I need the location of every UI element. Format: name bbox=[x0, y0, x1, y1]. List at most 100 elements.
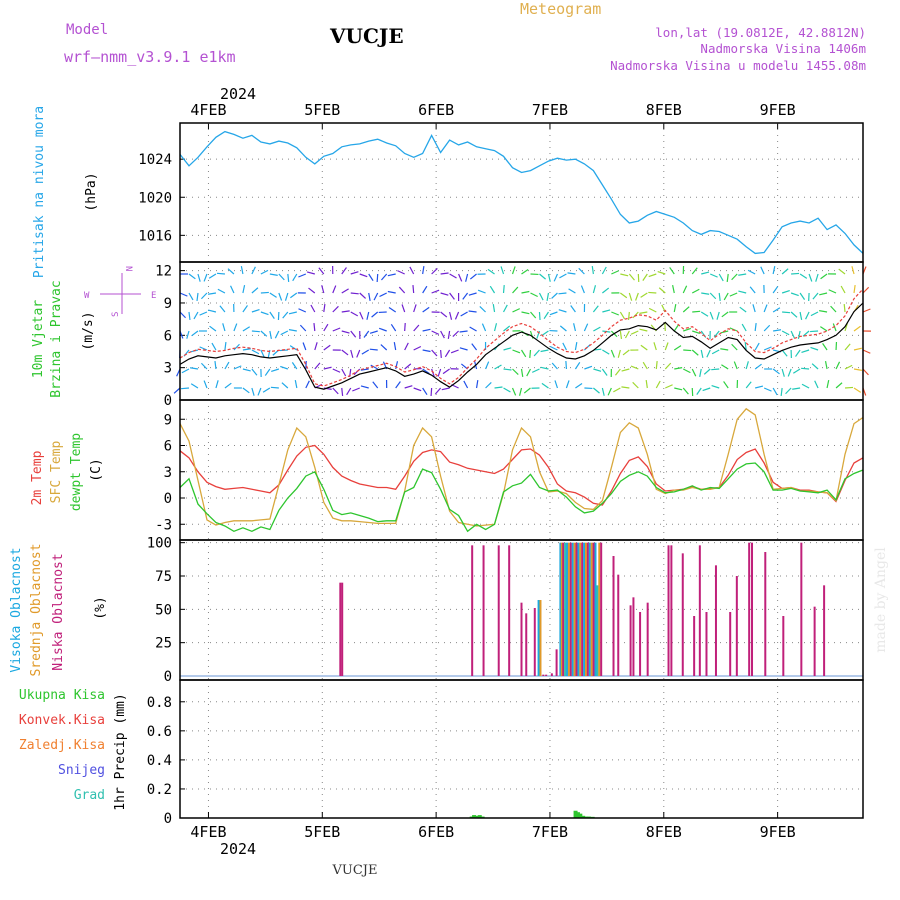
wind-barb bbox=[260, 291, 269, 294]
credit-watermark: made by Angel bbox=[873, 547, 889, 653]
wind-barb bbox=[430, 387, 433, 397]
wind-barb bbox=[691, 288, 700, 294]
wind-barb bbox=[191, 330, 199, 337]
wind-barb bbox=[862, 349, 871, 354]
cloud-panel: 0 25 50 75 100 bbox=[147, 536, 864, 685]
wind-barb bbox=[271, 368, 280, 373]
precip-total-label: Ukupna Kisa bbox=[19, 688, 105, 703]
wind-barb bbox=[281, 382, 289, 389]
wind-barb bbox=[454, 311, 460, 320]
wind-barb bbox=[350, 330, 357, 338]
wind-barb bbox=[773, 329, 782, 332]
bottom-year-label: 2024 bbox=[220, 840, 256, 858]
bar bbox=[578, 813, 583, 818]
wind-barb bbox=[540, 366, 549, 370]
wind-barb bbox=[711, 368, 720, 371]
wind-barb bbox=[313, 322, 316, 332]
wind-barb bbox=[713, 330, 720, 338]
wind-barb bbox=[721, 364, 729, 370]
wind-barb bbox=[639, 311, 648, 314]
wind-barb bbox=[422, 387, 428, 396]
wind-barb bbox=[801, 367, 810, 370]
wind-barb bbox=[701, 271, 710, 275]
y-tick-label: 0 bbox=[164, 669, 172, 685]
wind-barb bbox=[521, 290, 530, 294]
wind-barb bbox=[503, 387, 511, 393]
wind-barb bbox=[341, 349, 349, 356]
wind-barb bbox=[434, 387, 442, 395]
wind-barb bbox=[422, 328, 431, 332]
wind-barb bbox=[188, 311, 191, 321]
precip-labels: Ukupna Kisa Konvek.Kisa Zaledj.Kisa Snij… bbox=[19, 688, 128, 811]
wind-barb bbox=[628, 273, 635, 281]
wind-barb bbox=[290, 292, 298, 299]
wind-barb bbox=[630, 330, 639, 335]
wind-barb bbox=[593, 368, 602, 372]
wind-barb bbox=[518, 387, 523, 396]
wind-barb bbox=[791, 272, 800, 275]
wind-barb bbox=[199, 346, 208, 351]
bar bbox=[341, 582, 344, 676]
y-tick-label: 9 bbox=[164, 296, 172, 312]
bar bbox=[339, 582, 342, 676]
bar bbox=[575, 542, 578, 676]
bar bbox=[545, 674, 548, 676]
wind-barb bbox=[494, 364, 502, 370]
wind-barb bbox=[207, 292, 217, 295]
wind-barb bbox=[533, 349, 540, 357]
wind-barb bbox=[395, 381, 401, 389]
wind-barb bbox=[559, 273, 567, 279]
wind-barb bbox=[781, 268, 789, 275]
wind-barb bbox=[449, 273, 457, 279]
wind-barb bbox=[565, 360, 568, 370]
wind-barb bbox=[260, 311, 269, 316]
wind-barb bbox=[546, 292, 550, 301]
precip-hail-label: Grad bbox=[74, 788, 105, 803]
wind-barb bbox=[799, 292, 806, 300]
wind-barb bbox=[179, 311, 186, 319]
wind-barb bbox=[648, 273, 657, 278]
cloud-ylabel-1: Visoka Oblacnost bbox=[9, 547, 24, 672]
y-tick-label: 75 bbox=[155, 569, 172, 585]
wind-barb bbox=[562, 342, 567, 351]
wind-barb bbox=[772, 286, 779, 294]
wind-barb bbox=[790, 330, 796, 339]
wind-barb bbox=[657, 270, 666, 275]
wind-barb bbox=[574, 361, 581, 370]
wind-barb bbox=[361, 349, 370, 355]
wind-barb bbox=[810, 330, 819, 333]
wind-barb bbox=[284, 292, 289, 301]
wind-barb bbox=[782, 311, 791, 314]
wind-barb bbox=[862, 368, 869, 376]
wind-barb bbox=[431, 268, 438, 275]
top-day-label: 5FEB bbox=[304, 101, 340, 119]
bar bbox=[596, 585, 599, 676]
wind-barb bbox=[346, 387, 352, 396]
wind-barb bbox=[188, 292, 194, 301]
cloud-ylabel-2: Srednja Oblacnost bbox=[29, 543, 44, 676]
wind-barb bbox=[792, 387, 801, 390]
wind-barb bbox=[387, 273, 396, 277]
bar bbox=[590, 542, 593, 676]
wind-barb bbox=[341, 387, 344, 397]
wind-barb bbox=[815, 273, 819, 282]
wind-barb bbox=[449, 311, 453, 320]
wind-barb bbox=[458, 273, 463, 282]
wind-barb bbox=[404, 322, 406, 332]
wind-barb bbox=[632, 311, 639, 319]
bar bbox=[693, 616, 696, 676]
wind-barb bbox=[539, 273, 546, 280]
wind-barb bbox=[810, 311, 819, 317]
wind-barb bbox=[404, 342, 409, 351]
wind-barb bbox=[578, 267, 585, 275]
wind-barb bbox=[278, 292, 283, 301]
top-day-label: 6FEB bbox=[418, 101, 454, 119]
bottom-day-label: 7FEB bbox=[532, 823, 568, 841]
panel-frame bbox=[179, 122, 864, 263]
wind-barb bbox=[459, 347, 468, 351]
wind-barb bbox=[763, 387, 772, 392]
wind-barb bbox=[835, 361, 841, 370]
wind-barb bbox=[251, 287, 259, 294]
wind-barb bbox=[179, 292, 188, 297]
bar bbox=[782, 616, 785, 676]
